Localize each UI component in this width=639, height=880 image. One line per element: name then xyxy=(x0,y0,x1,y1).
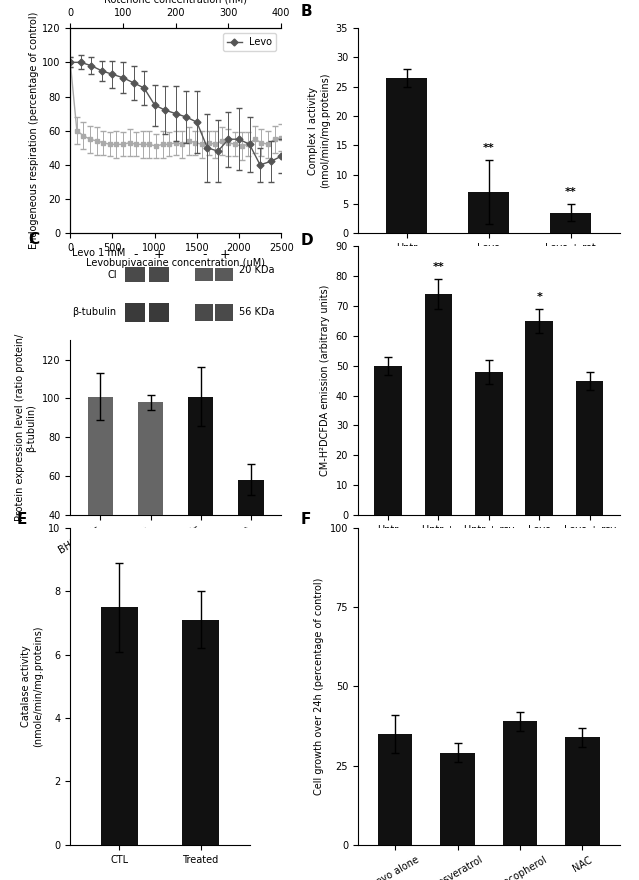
Text: +: + xyxy=(154,248,165,261)
X-axis label: Levobupivacaine concentration (uM): Levobupivacaine concentration (uM) xyxy=(86,259,265,268)
Bar xyxy=(150,267,169,282)
Bar xyxy=(374,366,402,515)
Bar xyxy=(195,304,213,320)
Bar xyxy=(475,371,503,515)
Bar xyxy=(125,267,145,282)
Y-axis label: Endogeneous respiration (percentage of control): Endogeneous respiration (percentage of c… xyxy=(29,12,39,249)
X-axis label: Rotenone concentration (nM): Rotenone concentration (nM) xyxy=(104,0,247,5)
Bar xyxy=(576,380,603,515)
Bar xyxy=(215,268,233,281)
Y-axis label: Catalase activity
(nmole/min/mg.proteins): Catalase activity (nmole/min/mg.proteins… xyxy=(21,626,43,747)
Bar xyxy=(215,304,233,320)
Bar xyxy=(238,480,263,592)
Bar xyxy=(88,397,113,592)
Text: +: + xyxy=(219,248,230,261)
Y-axis label: CM-H²DCFDA emission (arbitrary units): CM-H²DCFDA emission (arbitrary units) xyxy=(320,285,330,476)
Bar xyxy=(503,722,537,845)
Bar xyxy=(387,78,427,233)
Text: D: D xyxy=(300,233,313,248)
Text: **: ** xyxy=(483,143,495,153)
Text: -: - xyxy=(133,248,137,261)
Bar xyxy=(550,213,591,233)
Text: *: * xyxy=(536,291,542,302)
Text: 20 KDa: 20 KDa xyxy=(239,265,275,275)
Bar xyxy=(101,607,137,845)
Y-axis label: Complex I activity
(nmol/min/mg.proteins): Complex I activity (nmol/min/mg.proteins… xyxy=(309,73,330,188)
Bar xyxy=(468,192,509,233)
Text: B: B xyxy=(300,4,312,18)
Bar xyxy=(138,402,163,592)
Bar xyxy=(424,294,452,515)
Text: F: F xyxy=(300,512,311,527)
Text: β-tubulin: β-tubulin xyxy=(73,307,117,317)
Text: Levo 1 mM: Levo 1 mM xyxy=(72,248,126,258)
Text: C: C xyxy=(28,232,39,247)
Text: 56 KDa: 56 KDa xyxy=(239,307,275,317)
Bar xyxy=(566,737,599,845)
Y-axis label: Protein expression level (ratio protein/
β-tubulin): Protein expression level (ratio protein/… xyxy=(15,334,36,521)
Text: **: ** xyxy=(433,261,444,272)
Y-axis label: Cell growth over 24h (percentage of control): Cell growth over 24h (percentage of cont… xyxy=(314,577,324,796)
Bar xyxy=(195,268,213,281)
Bar xyxy=(525,321,553,515)
Bar xyxy=(378,734,412,845)
Text: **: ** xyxy=(565,187,576,197)
Bar xyxy=(440,753,475,845)
Legend: Levo: Levo xyxy=(223,33,276,51)
Bar xyxy=(189,397,213,592)
Text: A: A xyxy=(28,0,40,2)
Bar xyxy=(182,620,219,845)
Text: E: E xyxy=(17,512,27,527)
Text: CI: CI xyxy=(107,269,117,280)
Text: -: - xyxy=(203,248,207,261)
Bar xyxy=(125,303,145,321)
Bar xyxy=(150,303,169,321)
